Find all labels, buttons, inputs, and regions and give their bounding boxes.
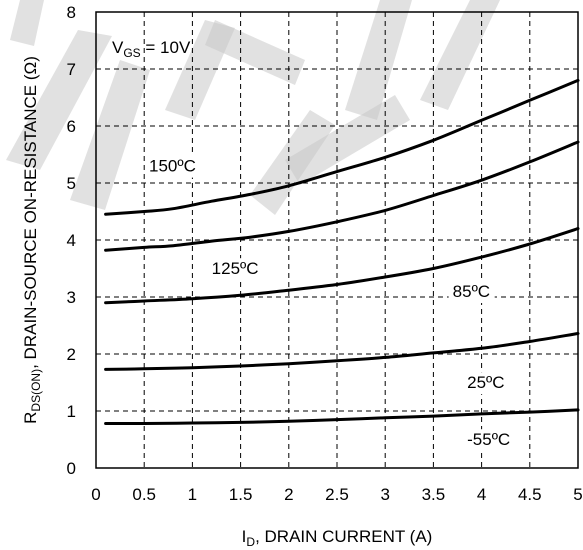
- series-label-1: 125ºC: [212, 259, 259, 278]
- x-axis-ticks: 0 0.5 1 1.5 2 2.5 3 3.5 4 4.5 5: [91, 485, 582, 504]
- series-label-background-0: [145, 155, 201, 178]
- x-tick-label-7: 3.5: [422, 485, 446, 504]
- x-tick-label-9: 4.5: [518, 485, 542, 504]
- series-line-2: [104, 227, 580, 305]
- series-label-background-4: [463, 429, 519, 452]
- y-tick-label-5: 5: [67, 174, 76, 193]
- series-line-3: [104, 332, 580, 371]
- series-line-4: [104, 408, 580, 426]
- series-label-background-1: [207, 258, 264, 281]
- chart-curves: [104, 78, 580, 426]
- series-label-3: 25ºC: [467, 373, 504, 392]
- x-tick-label-5: 2.5: [325, 485, 349, 504]
- series-line-0: [104, 78, 580, 216]
- y-axis-ticks: 0 1 2 3 4 5 6 7 8: [67, 3, 76, 478]
- x-axis-label: ID, DRAIN CURRENT (A): [242, 527, 433, 549]
- series-label-background-3: [463, 372, 510, 395]
- x-tick-label-8: 4: [477, 485, 486, 504]
- y-tick-label-2: 2: [67, 345, 76, 364]
- y-tick-label-0: 0: [67, 459, 76, 478]
- vgs-annotation: VGS = 10V: [112, 38, 191, 60]
- x-tick-label-4: 2: [284, 485, 293, 504]
- chart-grid: [96, 12, 578, 468]
- series-label-2: 85ºC: [453, 282, 490, 301]
- plot-frame: [95, 11, 579, 469]
- series-label-0: 150ºC: [149, 157, 196, 176]
- series-line-1: [104, 140, 580, 252]
- x-tick-label-0: 0: [91, 485, 100, 504]
- y-tick-label-1: 1: [67, 402, 76, 421]
- series-label-background-2: [448, 281, 495, 303]
- y-tick-label-8: 8: [67, 3, 76, 22]
- x-tick-label-10: 5: [573, 485, 582, 504]
- chart-curve-labels: 150ºC 125ºC 85ºC 25ºC -55ºC: [145, 155, 519, 452]
- y-tick-label-7: 7: [67, 60, 76, 79]
- x-tick-label-6: 3: [380, 485, 389, 504]
- y-tick-label-4: 4: [67, 231, 76, 250]
- x-tick-label-3: 1.5: [229, 485, 253, 504]
- y-tick-label-6: 6: [67, 117, 76, 136]
- y-tick-label-3: 3: [67, 288, 76, 307]
- y-axis-label: RDS(ON), DRAIN-SOURCE ON-RESISTANCE (Ω): [21, 56, 43, 424]
- x-tick-label-1: 0.5: [132, 485, 156, 504]
- series-label-4: -55ºC: [467, 430, 510, 449]
- x-tick-label-2: 1: [188, 485, 197, 504]
